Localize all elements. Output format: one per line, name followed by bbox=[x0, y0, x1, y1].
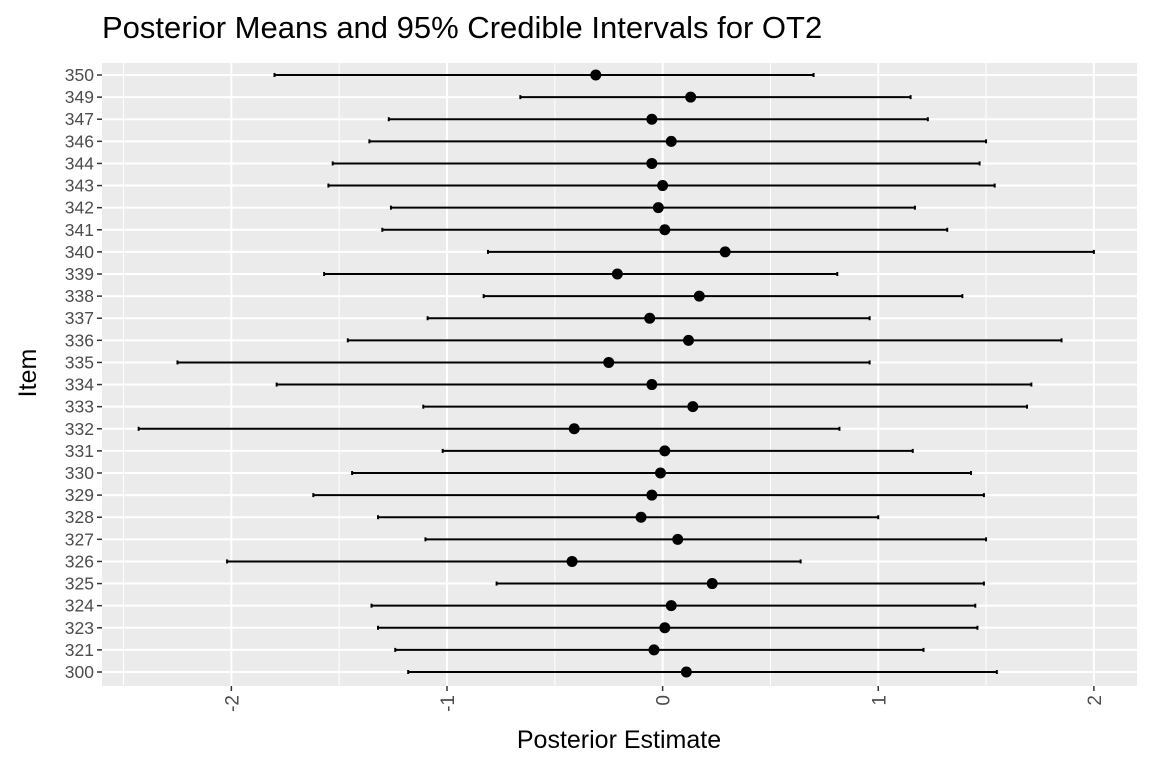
mean-points bbox=[566, 69, 731, 678]
x-tick-label: -1 bbox=[438, 695, 459, 712]
mean-point bbox=[654, 467, 666, 479]
x-tick-label: 1 bbox=[869, 695, 890, 706]
y-tick-label: 327 bbox=[65, 529, 94, 549]
x-tick-label: -2 bbox=[222, 695, 243, 712]
mean-point bbox=[672, 533, 684, 545]
y-tick-label: 326 bbox=[65, 551, 94, 571]
plot-panel bbox=[102, 63, 1137, 686]
y-tick-label: 324 bbox=[65, 596, 94, 616]
mean-point bbox=[590, 69, 602, 81]
y-tick-label: 337 bbox=[65, 308, 94, 328]
mean-point bbox=[687, 401, 699, 413]
y-tick-label: 334 bbox=[65, 375, 94, 395]
mean-point bbox=[685, 91, 697, 103]
y-tick-label: 335 bbox=[65, 352, 94, 372]
y-tick-label: 333 bbox=[65, 397, 94, 417]
y-tick-label: 328 bbox=[65, 507, 94, 527]
mean-point bbox=[568, 423, 580, 435]
y-tick-label: 341 bbox=[65, 220, 94, 240]
y-tick-label: 323 bbox=[65, 618, 94, 638]
mean-point bbox=[680, 666, 692, 678]
mean-point bbox=[566, 555, 578, 567]
y-tick-label: 330 bbox=[65, 463, 94, 483]
y-tick-label: 325 bbox=[65, 574, 94, 594]
mean-point bbox=[683, 334, 694, 346]
y-tick-label: 321 bbox=[65, 640, 94, 660]
mean-point bbox=[657, 180, 669, 192]
y-tick-label: 300 bbox=[65, 662, 94, 682]
y-axis: 3503493473463443433423413403393383373363… bbox=[65, 65, 102, 682]
y-tick-label: 343 bbox=[65, 176, 94, 196]
x-axis-label: Posterior Estimate bbox=[517, 726, 721, 754]
mean-point bbox=[659, 622, 671, 634]
y-tick-label: 339 bbox=[65, 264, 94, 284]
y-tick-label: 336 bbox=[65, 330, 94, 350]
mean-point bbox=[659, 224, 671, 236]
mean-point bbox=[693, 290, 705, 302]
mean-point bbox=[646, 113, 658, 125]
mean-point bbox=[648, 644, 660, 656]
y-tick-label: 331 bbox=[65, 441, 94, 461]
y-tick-label: 347 bbox=[65, 109, 94, 129]
x-tick-label: 0 bbox=[654, 695, 675, 706]
mean-point bbox=[646, 157, 658, 169]
y-tick-label: 329 bbox=[65, 485, 94, 505]
mean-point bbox=[646, 489, 658, 501]
mean-point bbox=[611, 268, 623, 280]
y-tick-label: 350 bbox=[65, 65, 94, 85]
y-axis-label: Item bbox=[14, 349, 42, 398]
mean-point bbox=[652, 202, 664, 214]
mean-point bbox=[706, 578, 718, 590]
mean-point bbox=[665, 135, 677, 147]
y-tick-label: 338 bbox=[65, 286, 94, 306]
mean-point bbox=[635, 511, 647, 523]
x-tick-label: 2 bbox=[1085, 695, 1106, 706]
mean-point bbox=[646, 379, 658, 391]
mean-point bbox=[644, 312, 656, 324]
y-tick-label: 340 bbox=[65, 242, 94, 262]
y-tick-label: 349 bbox=[65, 87, 94, 107]
y-tick-label: 346 bbox=[65, 131, 94, 151]
y-tick-label: 344 bbox=[65, 153, 94, 173]
chart-title: Posterior Means and 95% Credible Interva… bbox=[102, 10, 822, 45]
mean-point bbox=[719, 246, 731, 258]
mean-point bbox=[659, 445, 671, 457]
y-tick-label: 332 bbox=[65, 419, 94, 439]
x-axis: -2 -1 0 1 2 bbox=[222, 686, 1106, 712]
mean-point bbox=[603, 356, 615, 368]
mean-point bbox=[665, 600, 677, 612]
y-tick-label: 342 bbox=[65, 198, 94, 218]
